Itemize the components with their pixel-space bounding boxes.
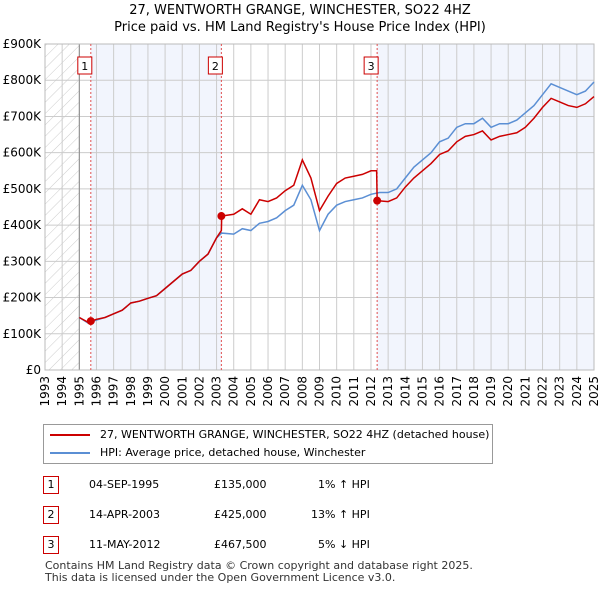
y-tick-label: £200K [3, 291, 43, 305]
plot-area: £0 £100K £200K £300K £400K £500K £600K £700K £80… [3, 37, 600, 407]
sale-point [373, 196, 382, 205]
sale-number: 1 [43, 476, 59, 494]
x-tick-label: 1995 [72, 376, 86, 407]
footer-line: Contains HM Land Registry data © Crown c… [45, 559, 473, 572]
sale-label: 3 [368, 60, 375, 73]
x-tick-label: 2021 [518, 376, 532, 407]
x-tick-label: 2014 [398, 376, 412, 407]
table-row: 3 11-MAY-2012 £467,500 5% ↓ HPI [43, 536, 443, 556]
sale-price: £425,000 [214, 508, 267, 521]
table-row: 1 04-SEP-1995 £135,000 1% ↑ HPI [43, 476, 443, 496]
x-tick-label: 2002 [192, 376, 206, 407]
sale-hpi: 5% ↓ HPI [318, 538, 370, 551]
x-tick-label: 2016 [433, 376, 447, 407]
x-tick-label: 2006 [261, 376, 275, 407]
sale-label: 2 [212, 60, 219, 73]
x-tick-label: 2005 [244, 376, 258, 407]
x-tick-label: 1996 [89, 376, 103, 407]
legend-swatch-property [50, 433, 90, 436]
sale-date: 14-APR-2003 [89, 508, 161, 521]
y-tick-label: £0 [26, 363, 41, 377]
x-tick-label: 1999 [141, 376, 155, 407]
y-tick-label: £400K [3, 218, 43, 232]
y-tick-label: £900K [3, 37, 43, 51]
x-tick-label: 2025 [587, 376, 600, 407]
x-tick-label: 2015 [415, 376, 429, 407]
y-tick-label: £800K [3, 73, 43, 87]
x-tick-label: 2009 [313, 376, 327, 407]
x-tick-label: 2022 [536, 376, 550, 407]
shaded-period [377, 44, 594, 370]
x-tick-label: 2017 [450, 376, 464, 407]
x-tick-label: 2010 [330, 376, 344, 407]
legend: 27, WENTWORTH GRANGE, WINCHESTER, SO22 4… [43, 424, 493, 464]
x-tick-label: 1994 [55, 376, 69, 407]
sale-date: 11-MAY-2012 [89, 538, 161, 551]
x-tick-label: 2008 [295, 376, 309, 407]
x-tick-label: 2012 [364, 376, 378, 407]
sale-label-box [77, 56, 93, 75]
sale-label: 1 [81, 60, 88, 73]
x-tick-label: 2024 [570, 376, 584, 407]
x-tick-label: 2018 [467, 376, 481, 407]
footer: Contains HM Land Registry data © Crown c… [45, 560, 473, 584]
legend-label-hpi: HPI: Average price, detached house, Winc… [100, 446, 366, 459]
y-tick-label: £500K [3, 182, 43, 196]
y-tick-label: £700K [3, 109, 43, 123]
sale-number: 3 [43, 536, 59, 554]
legend-label-property: 27, WENTWORTH GRANGE, WINCHESTER, SO22 4… [100, 428, 490, 441]
x-tick-label: 2003 [210, 376, 224, 407]
sale-price: £135,000 [214, 478, 267, 491]
chart-subtitle: Price paid vs. HM Land Registry's House … [114, 20, 486, 35]
x-tick-label: 2019 [484, 376, 498, 407]
x-tick-label: 2001 [175, 376, 189, 407]
x-tick-label: 2020 [501, 376, 515, 407]
sale-label-box [207, 56, 223, 75]
x-tick-label: 2007 [278, 376, 292, 407]
chart-title: 27, WENTWORTH GRANGE, WINCHESTER, SO22 4… [129, 3, 471, 18]
x-tick-label: 1993 [38, 376, 52, 407]
sale-label-box [363, 56, 379, 75]
plot-border [44, 43, 595, 371]
sale-point [86, 317, 95, 326]
y-tick-label: £600K [3, 146, 43, 160]
x-tick-label: 2013 [381, 376, 395, 407]
footer-line: This data is licensed under the Open Gov… [45, 571, 396, 584]
sale-price: £467,500 [214, 538, 267, 551]
x-tick-label: 2000 [158, 376, 172, 407]
x-tick-label: 2011 [347, 376, 361, 407]
x-tick-label: 1998 [124, 376, 138, 407]
y-tick-label: £300K [3, 254, 43, 268]
shaded-period [90, 44, 222, 370]
y-tick-label: £100K [3, 327, 43, 341]
sale-point [217, 212, 226, 221]
property-line [78, 95, 595, 324]
sale-hpi: 13% ↑ HPI [311, 508, 370, 521]
table-row: 2 14-APR-2003 £425,000 13% ↑ HPI [43, 506, 443, 526]
legend-swatch-hpi [50, 451, 90, 454]
x-tick-label: 1997 [107, 376, 121, 407]
x-tick-label: 2004 [227, 376, 241, 407]
sale-date: 04-SEP-1995 [89, 478, 160, 491]
x-tick-label: 2023 [553, 376, 567, 407]
sale-hpi: 1% ↑ HPI [318, 478, 370, 491]
sale-number: 2 [43, 506, 59, 524]
